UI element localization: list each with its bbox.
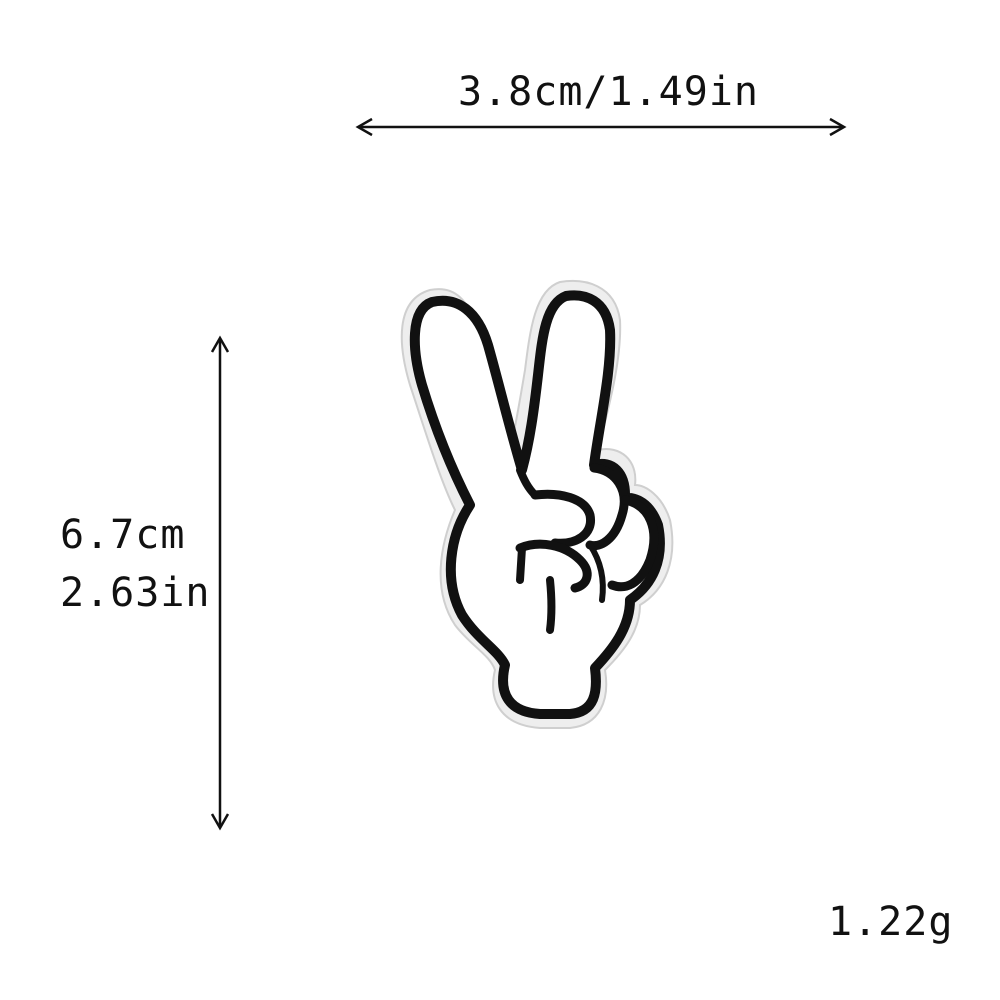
height-dimension-label-cm: 6.7cm xyxy=(60,512,186,558)
hand-outline xyxy=(409,290,665,719)
folded-finger-1 xyxy=(530,489,595,548)
folded-finger-2 xyxy=(585,463,629,551)
width-arrow xyxy=(355,117,847,137)
folded-finger-3 xyxy=(607,495,659,592)
peace-sign-hand-icon xyxy=(400,280,674,729)
width-dimension-label: 3.8cm/1.49in xyxy=(458,69,759,115)
height-dimension-label-in: 2.63in xyxy=(60,570,211,616)
weight-label: 1.22g xyxy=(828,899,954,945)
thumb xyxy=(515,539,592,593)
height-arrow xyxy=(210,335,230,831)
